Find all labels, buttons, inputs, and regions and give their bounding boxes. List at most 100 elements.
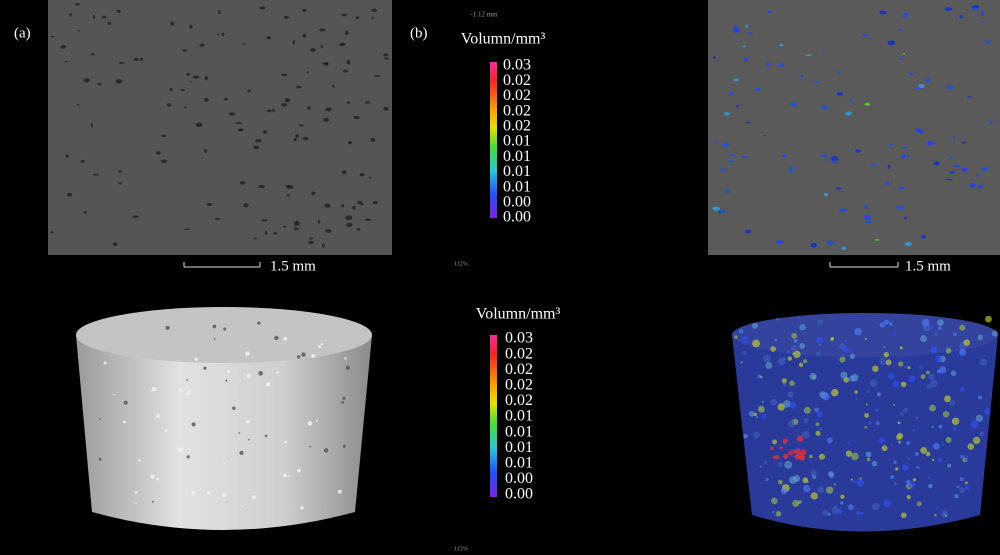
pore-3d-colored: [865, 451, 872, 458]
pore-3d: [165, 325, 170, 331]
pore-3d-colored: [939, 366, 947, 374]
pore-3d: [264, 434, 268, 438]
pore-colored: [962, 141, 966, 145]
pore: [93, 14, 96, 19]
pore-colored: [980, 11, 984, 16]
pore-colored: [745, 229, 752, 234]
pore-3d-colored: [964, 457, 969, 462]
pore-3d-colored: [791, 344, 798, 351]
colorbar-tick-label: 0.02: [505, 376, 533, 393]
pore-3d-colored: [925, 451, 931, 457]
pore: [368, 176, 372, 179]
pore-3d-colored: [789, 380, 795, 387]
pore: [184, 228, 191, 231]
pore: [253, 145, 260, 150]
pore: [90, 123, 93, 128]
pore: [307, 106, 311, 110]
pore: [83, 211, 88, 214]
pore-3d: [123, 420, 126, 424]
pore: [373, 75, 381, 77]
pore: [101, 15, 107, 19]
pore: [228, 112, 236, 116]
pore-3d-colored: [783, 400, 791, 408]
pore-3d: [98, 457, 102, 461]
pore-3d-colored: [855, 398, 858, 401]
pore-3d-colored: [818, 453, 826, 460]
pore-3d-colored: [755, 415, 759, 419]
pore-3d-colored: [978, 395, 983, 400]
colorbar-tick-label: 0.03: [503, 57, 531, 74]
pore-colored: [918, 83, 925, 88]
pore: [189, 24, 193, 29]
pore-3d-colored: [828, 471, 834, 477]
pore-3d: [99, 418, 101, 421]
pore-3d-colored: [930, 379, 938, 388]
pore: [204, 97, 209, 102]
pore: [317, 219, 321, 224]
pore-3d-colored: [817, 486, 825, 493]
pore-3d-red: [770, 446, 774, 451]
pore-3d-colored: [740, 361, 743, 364]
pore-3d: [150, 389, 153, 392]
pore-3d-colored: [959, 487, 965, 493]
pore-3d-colored: [787, 391, 794, 398]
pore-3d-colored: [913, 428, 917, 432]
pore-3d-colored: [937, 506, 940, 509]
pore-3d-colored: [883, 499, 891, 508]
pore-3d-colored: [789, 401, 796, 409]
pore-3d: [257, 321, 261, 325]
pore: [383, 106, 389, 111]
pore: [371, 8, 378, 12]
pore-3d-colored: [890, 443, 893, 447]
pore-3d-colored: [814, 407, 820, 413]
pore-3d-colored: [895, 467, 899, 471]
pore: [66, 192, 73, 197]
pore-3d-colored: [928, 373, 935, 381]
pore-3d-colored: [967, 443, 975, 450]
pore-3d-colored: [777, 479, 783, 485]
pore-3d-colored: [856, 510, 860, 515]
pore: [204, 148, 207, 154]
pore: [352, 206, 356, 210]
pore-colored: [727, 154, 736, 157]
colorbar-tick-label: 0.03: [505, 330, 533, 347]
pore: [223, 98, 229, 101]
pore: [262, 130, 268, 134]
pore-3d-red: [794, 454, 800, 460]
pore-colored: [914, 87, 922, 90]
pore-colored: [713, 55, 716, 60]
pore-colored: [953, 164, 961, 168]
pore-3d-colored: [875, 408, 879, 413]
pore: [65, 154, 69, 158]
pore-3d-colored: [845, 450, 852, 457]
pore-colored: [864, 220, 873, 224]
pore-3d: [284, 440, 288, 444]
pore: [75, 3, 81, 6]
pore: [364, 101, 371, 104]
pore: [161, 134, 167, 138]
pore-3d-colored: [741, 336, 749, 344]
pore: [372, 200, 379, 205]
pore-3d-colored: [890, 475, 895, 480]
pore-colored: [985, 40, 991, 44]
pore-colored: [763, 134, 766, 137]
pore-3d: [342, 396, 346, 400]
pore: [118, 182, 122, 185]
pore: [184, 106, 187, 109]
pore-colored: [887, 164, 890, 169]
pore-3d-colored: [784, 461, 793, 469]
pore-3d-colored: [884, 319, 889, 325]
pore: [346, 101, 351, 105]
pore-3d-colored: [979, 431, 985, 437]
pore-3d-colored: [893, 403, 896, 406]
pore: [76, 103, 80, 106]
pore-3d-colored: [818, 427, 822, 431]
pore-colored: [896, 205, 904, 210]
pore: [294, 225, 297, 228]
colorbar: [490, 335, 497, 497]
pore-colored: [743, 57, 749, 61]
pore-3d-colored: [803, 359, 808, 364]
pore-3d-colored: [920, 335, 928, 343]
pore: [302, 136, 309, 141]
pore-3d-colored: [840, 501, 844, 505]
